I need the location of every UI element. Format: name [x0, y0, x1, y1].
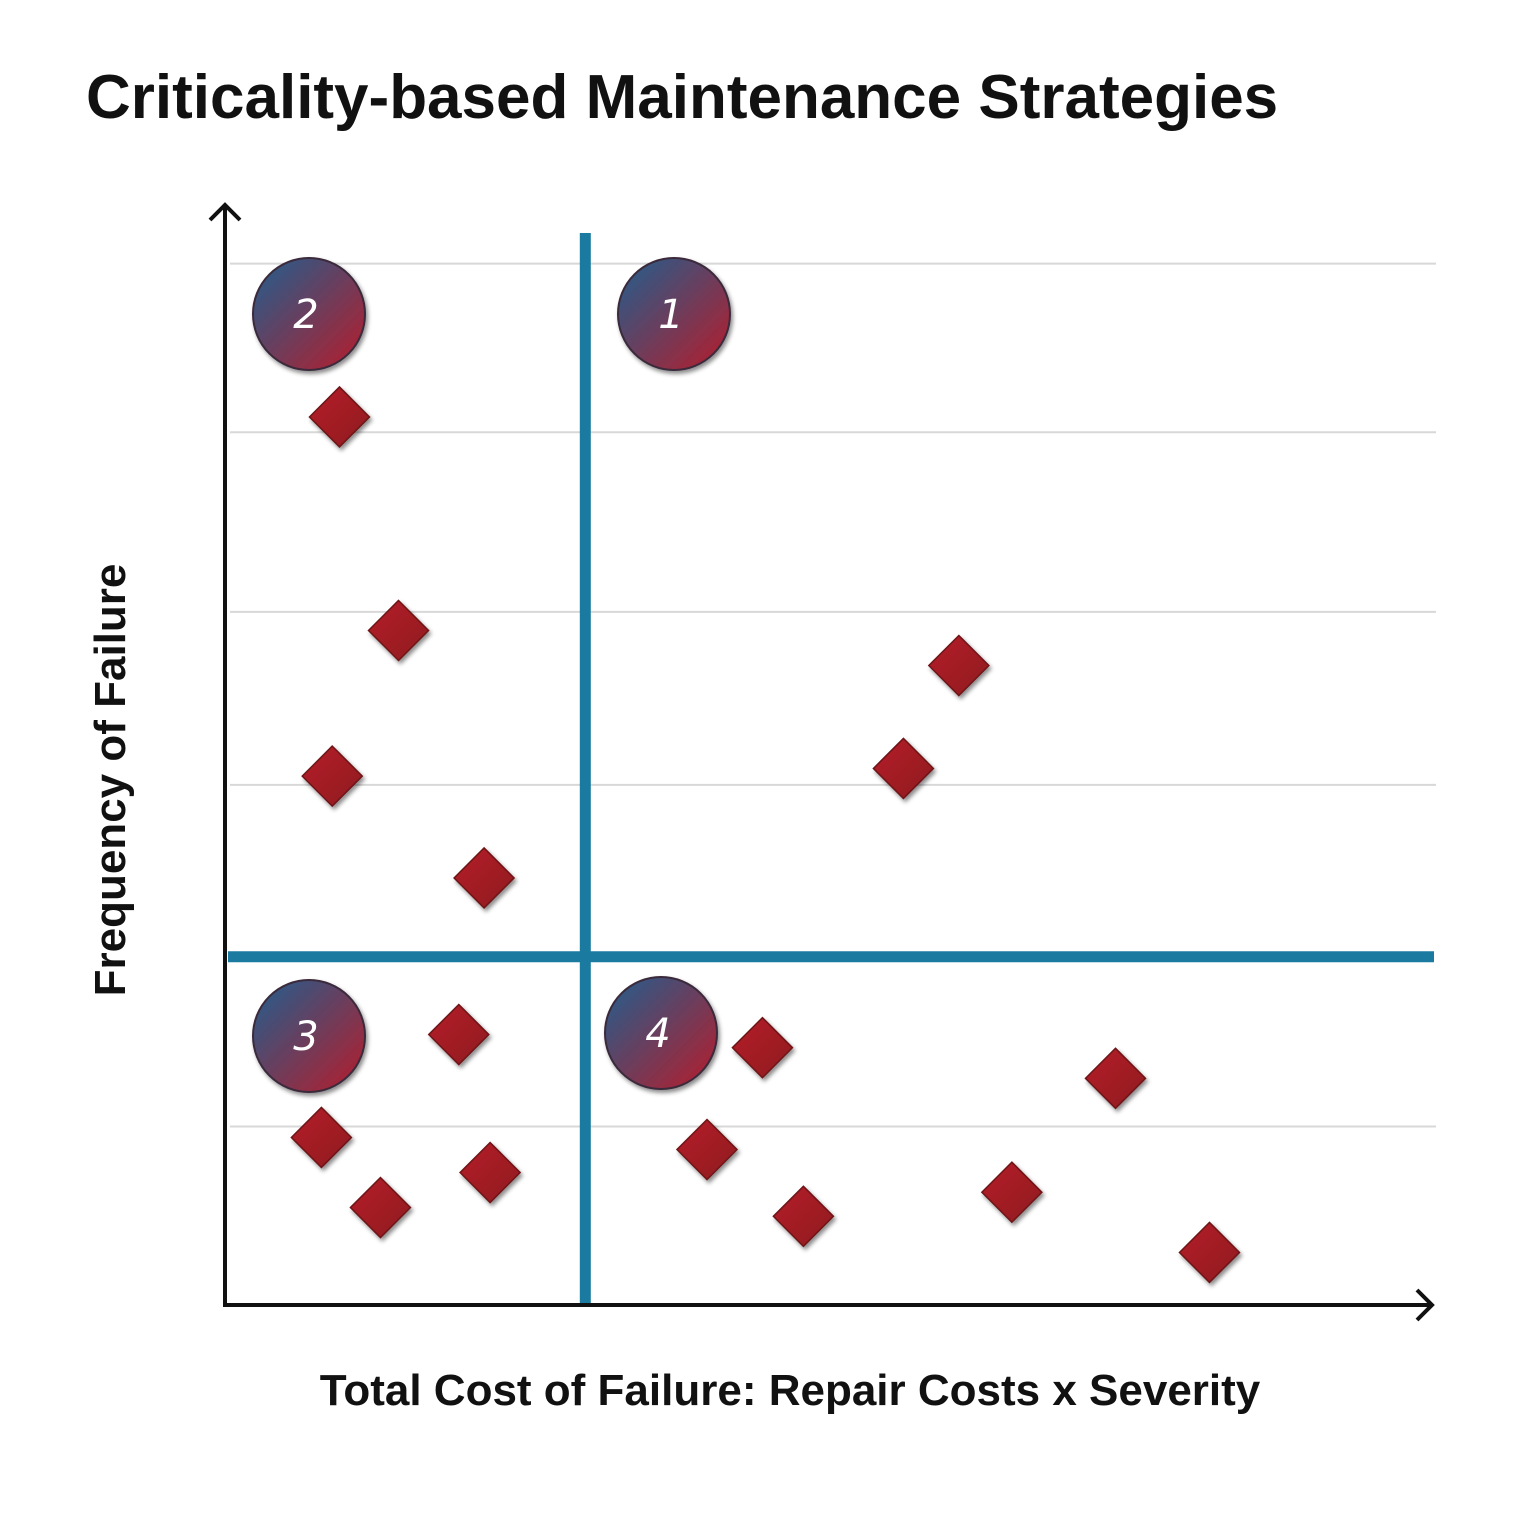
- data-point-diamond: [872, 737, 935, 800]
- data-point-diamond: [1084, 1047, 1147, 1110]
- chart-title: Criticality-based Maintenance Strategies: [86, 63, 1279, 132]
- data-point-diamond: [453, 846, 516, 910]
- data-point-diamond: [1178, 1221, 1241, 1284]
- quadrant-badge-1: [617, 257, 731, 371]
- quadrant-label-3: 3: [293, 1014, 318, 1060]
- quadrant-badge-2: [252, 257, 366, 371]
- data-point-diamond: [427, 1003, 490, 1066]
- y-axis-arrow-icon: [208, 202, 242, 222]
- data-point-diamond: [349, 1176, 412, 1239]
- quadrant-badge-3: [252, 979, 366, 1093]
- data-point-diamond: [459, 1141, 522, 1204]
- data-point-diamond: [301, 745, 364, 808]
- data-point-diamond: [927, 634, 990, 697]
- quadrant-label-1: 1: [658, 292, 683, 338]
- quadrant-label-2: 2: [293, 292, 318, 338]
- data-point-diamond: [731, 1016, 794, 1079]
- x-axis-label: Total Cost of Failure: Repair Costs x Se…: [319, 1366, 1261, 1415]
- data-point-diamond: [290, 1106, 353, 1169]
- x-axis-arrow-icon: [1415, 1288, 1435, 1322]
- data-point-diamond: [308, 385, 371, 449]
- y-axis-label: Frequency of Failure: [86, 563, 135, 997]
- data-point-diamond: [772, 1185, 835, 1248]
- data-point-diamond: [367, 599, 430, 662]
- data-point-diamond: [675, 1118, 739, 1181]
- quadrant-label-4: 4: [645, 1011, 670, 1057]
- quadrant-badge-4: [604, 976, 718, 1090]
- data-point-diamond: [980, 1161, 1043, 1224]
